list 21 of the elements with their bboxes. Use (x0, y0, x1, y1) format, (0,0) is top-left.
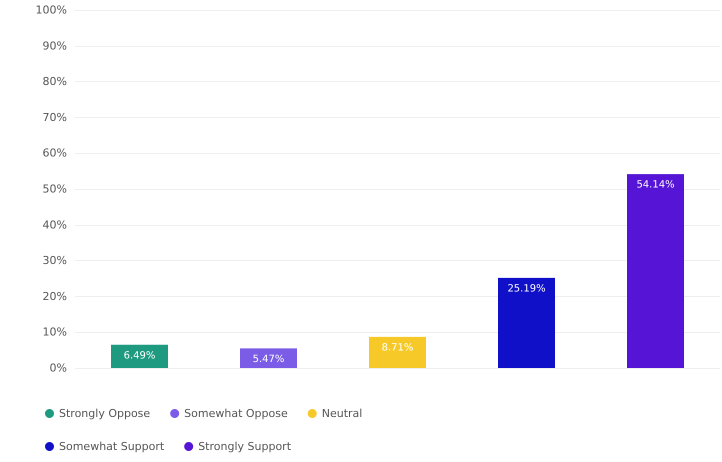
legend-label: Strongly Support (198, 440, 292, 453)
y-tick-label: 50% (42, 182, 67, 196)
data-label: 54.14% (636, 180, 675, 191)
y-tick-label: 100% (36, 4, 67, 16)
y-tick-label: 20% (42, 290, 67, 303)
data-label: 25.19% (507, 283, 546, 294)
y-tick-label: 30% (42, 254, 67, 268)
y-tick-label: 70% (42, 110, 67, 124)
legend-label: Somewhat Oppose (184, 407, 288, 420)
data-label: 8.71% (382, 342, 414, 354)
legend-label: Neutral (322, 407, 362, 420)
y-tick-label: 0% (50, 362, 67, 374)
y-tick-label: 10% (42, 326, 67, 339)
y-tick-label: 60% (42, 146, 67, 160)
data-label: 6.49% (124, 350, 156, 362)
data-label: 5.47% (252, 354, 284, 365)
legend-label: Strongly Oppose (59, 407, 150, 420)
y-tick-label: 80% (42, 75, 67, 88)
y-tick-label: 90% (42, 39, 67, 52)
legend-label: Somewhat Support (59, 440, 165, 453)
y-tick-label: 40% (42, 218, 67, 232)
